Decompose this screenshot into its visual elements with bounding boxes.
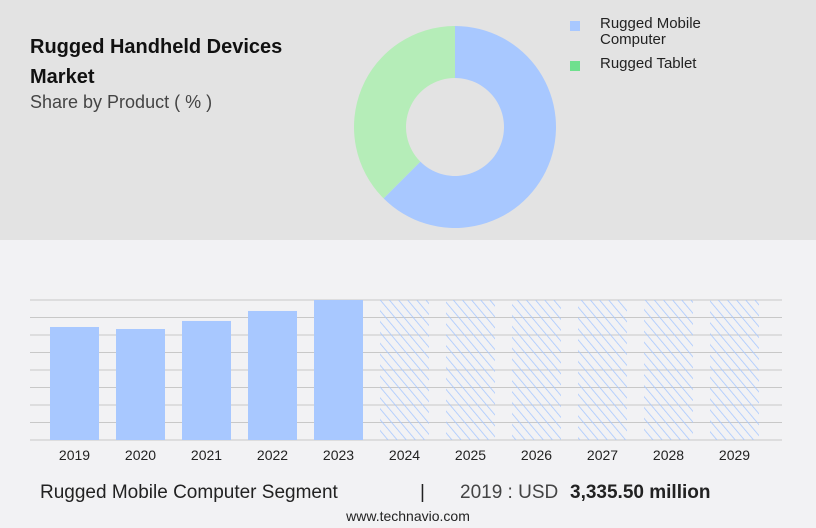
legend-label: Rugged Mobile Computer [600,15,701,48]
forecast-bar [380,300,429,440]
legend-label: Rugged Tablet [600,55,697,72]
forecast-bar [578,300,627,440]
donut-slice [383,26,556,228]
chart-subtitle: Share by Product ( % ) [30,92,213,112]
legend-swatch [570,61,580,71]
bar [182,320,231,440]
x-tick-label: 2028 [653,447,684,463]
legend: Rugged Mobile Computer Rugged Tablet [570,16,730,80]
x-tick-label: 2021 [191,447,222,463]
x-tick-label: 2026 [521,447,552,463]
bar [116,329,165,440]
donut-slice [353,26,455,199]
site-url: www.technavio.com [346,508,470,524]
x-tick-label: 2029 [719,447,750,463]
x-tick-label: 2023 [323,447,354,463]
forecast-bar [710,300,759,440]
bar [314,300,363,440]
x-tick-label: 2019 [59,447,90,463]
legend-swatch [570,21,580,31]
forecast-bar [644,300,693,440]
forecast-bar [446,300,495,440]
segment-label: Rugged Mobile Computer Segment [40,482,338,503]
bar [248,310,297,440]
legend-item: Rugged Mobile Computer [570,16,730,48]
segment-value: 3,335.50 million [570,482,711,503]
chart-title: Rugged Handheld Devices Market [30,36,283,88]
x-tick-label: 2025 [455,447,486,463]
bar [50,326,99,440]
x-tick-label: 2027 [587,447,618,463]
x-tick-label: 2020 [125,447,156,463]
x-tick-label: 2022 [257,447,288,463]
separator: | [420,482,425,503]
forecast-bar [512,300,561,440]
legend-item: Rugged Tablet [570,56,730,72]
year-label: 2019 : USD [460,482,559,503]
x-tick-label: 2024 [389,447,420,463]
